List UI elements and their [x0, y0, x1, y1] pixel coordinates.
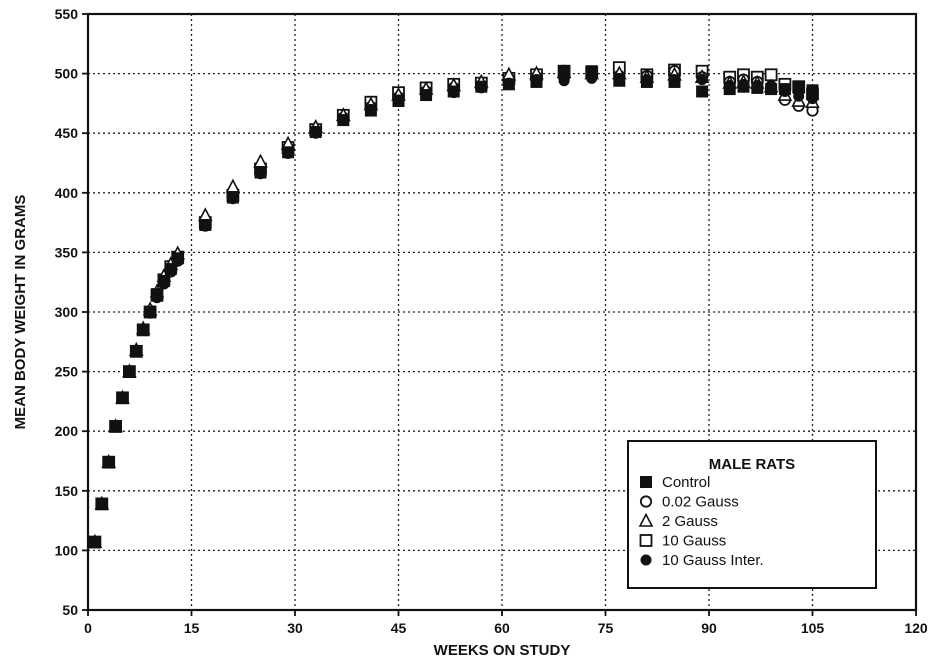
data-point [696, 85, 709, 98]
data-point [88, 536, 101, 549]
y-tick-label: 50 [62, 602, 78, 618]
data-point [225, 178, 241, 193]
data-point [392, 95, 405, 108]
legend-title: MALE RATS [709, 456, 795, 473]
legend-marker [640, 476, 652, 488]
legend-entries: Control 0.02 Gauss 2 Gauss 10 Gauss 10 Gauss… [638, 474, 764, 569]
x-tick-label: 0 [84, 620, 92, 636]
data-point [475, 80, 488, 93]
legend-label: 0.02 Gauss [662, 494, 739, 511]
data-point [171, 252, 184, 265]
y-tick-label: 100 [55, 542, 79, 558]
legend-label: Control [662, 474, 710, 491]
legend-marker [638, 512, 654, 527]
points-layer [87, 61, 820, 549]
data-point [157, 275, 170, 288]
data-point [792, 81, 805, 94]
data-point [199, 218, 212, 231]
y-tick-label: 250 [55, 364, 79, 380]
x-tick-label: 30 [287, 620, 303, 636]
data-point [254, 166, 267, 179]
data-point [151, 288, 163, 301]
data-point [226, 191, 239, 204]
x-tick-label: 90 [701, 620, 717, 636]
x-tick-label: 75 [598, 620, 614, 636]
legend-marker [639, 495, 653, 508]
data-point [778, 83, 791, 96]
y-tick-label: 400 [55, 185, 79, 201]
data-point [751, 81, 764, 94]
data-point [309, 126, 322, 139]
data-point [558, 66, 571, 79]
x-axis-label: WEEKS ON STUDY [434, 642, 571, 659]
legend-marker [639, 534, 653, 547]
data-point [164, 263, 177, 276]
data-point [337, 114, 350, 127]
data-point [668, 75, 681, 88]
data-point [137, 323, 150, 336]
data-point [502, 78, 515, 91]
x-tick-label: 120 [904, 620, 928, 636]
y-tick-label: 500 [55, 66, 79, 82]
data-point [123, 365, 136, 378]
data-point [109, 420, 122, 433]
x-tick-label: 45 [391, 620, 407, 636]
data-point [282, 146, 295, 159]
data-point [640, 75, 653, 88]
x-tick-label: 15 [184, 620, 200, 636]
data-point [806, 84, 819, 97]
data-point [765, 83, 778, 96]
data-point [530, 75, 543, 88]
data-point [737, 80, 750, 93]
y-axis-label: MEAN BODY WEIGHT IN GRAMS [12, 195, 29, 430]
x-tick-label: 60 [494, 620, 510, 636]
data-point [723, 83, 736, 96]
data-point [613, 74, 626, 87]
data-point [197, 207, 213, 222]
data-point [364, 104, 377, 117]
legend-label: 10 Gauss Inter. [662, 552, 764, 569]
data-point [102, 456, 115, 469]
x-tick-label: 105 [801, 620, 825, 636]
plot-frame [86, 12, 918, 612]
data-point [420, 89, 433, 102]
legend-label: 2 Gauss [662, 513, 718, 530]
series-control [88, 65, 819, 549]
data-point [447, 85, 460, 98]
y-tick-label: 550 [55, 6, 79, 22]
legend-marker [640, 554, 652, 566]
data-point [144, 306, 157, 318]
data-point [253, 153, 268, 168]
y-tick-label: 450 [55, 125, 79, 141]
y-tick-label: 300 [55, 304, 79, 320]
data-point [116, 391, 129, 404]
data-point [585, 65, 598, 78]
data-point [696, 74, 708, 86]
y-tick-label: 150 [55, 483, 79, 499]
legend-label: 10 Gauss [662, 533, 726, 550]
data-point [95, 497, 108, 510]
y-tick-label: 350 [55, 244, 79, 260]
legend-box [627, 440, 877, 589]
y-tick-label: 200 [55, 423, 79, 439]
data-point [130, 345, 143, 358]
legend: MALE RATS Control 0.02 Gauss 2 Gauss 10 Gau… [627, 440, 877, 589]
